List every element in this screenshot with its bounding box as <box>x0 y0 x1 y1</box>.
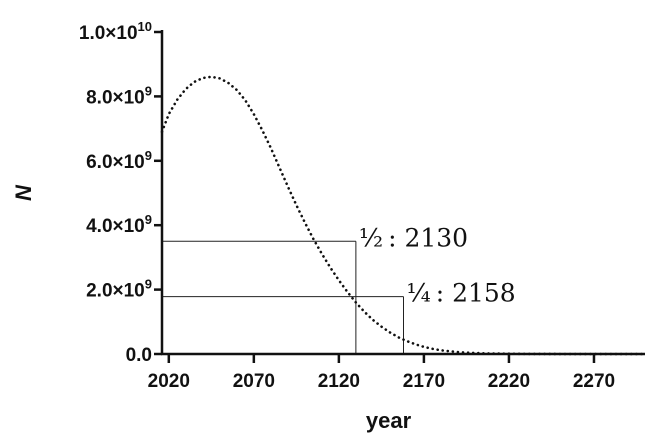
annotations: ½ : 2130 ¼ : 2158 <box>359 223 516 307</box>
x-tick-label: 2270 <box>573 371 615 392</box>
y-tick-label: 6.0×109 <box>86 148 152 173</box>
y-tick-label: 4.0×109 <box>86 212 152 237</box>
x-tick-label: 2120 <box>318 371 360 392</box>
x-axis-ticks: 2020 2070 2120 2170 2220 2270 <box>148 354 615 392</box>
x-tick-label: 2070 <box>233 371 275 392</box>
y-tick-exponent: 9 <box>145 277 152 292</box>
y-tick-mantissa: 2.0×10 <box>86 281 145 302</box>
y-tick-mantissa: 6.0×10 <box>86 152 145 173</box>
y-tick-label: 0.0 <box>126 345 152 366</box>
y-tick-label: 2.0×109 <box>86 277 152 302</box>
annotation-label: ¼ : 2158 <box>407 279 516 308</box>
y-tick-mantissa: 0.0 <box>126 345 152 366</box>
y-tick-exponent: 9 <box>145 148 152 163</box>
y-tick-mantissa: 8.0×10 <box>86 87 145 108</box>
x-tick-label: 2020 <box>148 371 190 392</box>
y-tick-label: 8.0×109 <box>86 83 152 108</box>
y-tick-mantissa: 4.0×10 <box>86 216 145 237</box>
population-series-line <box>160 75 647 356</box>
y-tick-exponent: 10 <box>138 19 152 34</box>
y-tick-mantissa: 1.0×10 <box>79 23 138 44</box>
y-tick-exponent: 9 <box>145 83 152 98</box>
y-tick-exponent: 9 <box>145 212 152 227</box>
x-axis-title: year <box>366 408 412 433</box>
y-tick-label: 1.0×1010 <box>79 19 152 44</box>
x-tick-label: 2170 <box>403 371 445 392</box>
x-tick-label: 2220 <box>488 371 530 392</box>
annotation-label: ½ : 2130 <box>359 223 468 252</box>
y-axis-title: N <box>11 184 36 201</box>
annotation-guide-lines <box>162 240 404 354</box>
series-group <box>160 75 647 356</box>
